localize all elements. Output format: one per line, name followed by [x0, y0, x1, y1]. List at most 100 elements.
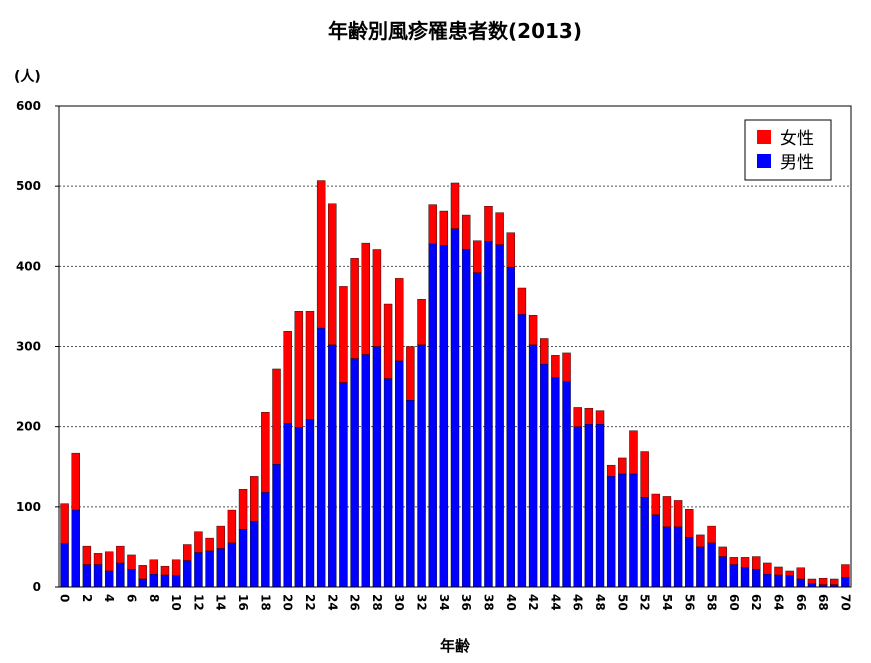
- x-tick-label: 10: [169, 594, 183, 611]
- bar-female-age-14: [216, 525, 225, 549]
- bar-female-age-57: [696, 534, 705, 548]
- x-tick-label: 28: [370, 594, 384, 611]
- x-tick-label: 0: [58, 594, 72, 602]
- bar-female-age-1: [71, 452, 80, 511]
- bar-male-age-64: [774, 574, 783, 588]
- bar-female-age-56: [685, 509, 694, 538]
- bar-male-age-16: [238, 529, 248, 588]
- bar-male-age-1: [71, 509, 80, 588]
- bar-female-age-20: [283, 331, 292, 424]
- bar-male-age-20: [283, 423, 292, 588]
- bar-female-age-15: [227, 509, 237, 544]
- x-tick-label: 16: [236, 594, 250, 611]
- bar-female-age-5: [116, 545, 125, 564]
- bar-female-age-70: [841, 564, 850, 578]
- x-tick-label: 44: [548, 594, 562, 611]
- x-tick-label: 54: [660, 594, 674, 611]
- bar-male-age-33: [428, 243, 437, 588]
- bar-female-age-6: [127, 554, 136, 570]
- bar-male-age-18: [261, 492, 270, 588]
- bar-male-age-8: [149, 573, 159, 588]
- bar-male-age-48: [595, 424, 605, 588]
- bar-female-age-53: [651, 493, 661, 516]
- x-tick-label: 26: [348, 594, 362, 611]
- bar-male-age-55: [673, 526, 683, 588]
- bar-female-age-26: [350, 258, 359, 359]
- x-tick-label: 50: [615, 594, 629, 611]
- bar-female-age-11: [183, 544, 192, 561]
- x-tick-label: 36: [459, 594, 473, 611]
- bar-male-age-30: [395, 360, 404, 588]
- bar-female-age-58: [707, 525, 716, 544]
- bar-female-age-61: [740, 557, 750, 568]
- bar-female-age-45: [562, 352, 571, 382]
- bar-male-age-61: [740, 567, 750, 588]
- bar-female-age-66: [796, 567, 806, 580]
- bar-female-age-37: [473, 240, 482, 273]
- bar-male-age-13: [205, 550, 214, 588]
- y-tick-label: 400: [16, 259, 41, 273]
- legend: 女性 男性: [744, 119, 832, 181]
- bar-female-age-23: [316, 180, 326, 329]
- x-tick-label: 32: [415, 594, 429, 611]
- bar-male-age-24: [328, 344, 337, 588]
- bar-female-age-48: [595, 410, 605, 425]
- x-tick-label: 18: [258, 594, 272, 611]
- bar-male-age-35: [450, 228, 460, 588]
- bar-female-age-63: [763, 562, 772, 575]
- bar-female-age-50: [618, 457, 627, 475]
- bar-male-age-34: [439, 245, 449, 588]
- legend-swatch-male: [757, 154, 771, 168]
- bar-male-age-32: [417, 344, 426, 588]
- bar-male-age-17: [249, 521, 259, 588]
- bar-male-age-25: [339, 382, 348, 588]
- x-axis-ticks: 0 2 4 6 8 10 12 14 16 18 20 22 24 26 28 30 32 34 36 38 40 42 4…: [58, 594, 853, 611]
- bar-female-age-51: [629, 430, 638, 475]
- bar-male-age-19: [272, 464, 281, 588]
- bar-female-age-13: [205, 537, 214, 552]
- bar-male-age-45: [562, 381, 571, 588]
- bar-female-age-18: [261, 412, 270, 493]
- bar-male-age-23: [316, 327, 326, 588]
- bar-female-age-16: [238, 489, 248, 530]
- bar-male-age-22: [305, 419, 315, 588]
- bar-female-age-24: [328, 203, 337, 346]
- x-tick-label: 14: [214, 594, 228, 611]
- bar-female-age-3: [93, 553, 103, 565]
- x-tick-label: 46: [571, 594, 585, 611]
- x-tick-label: 42: [526, 594, 540, 611]
- bar-male-age-27: [361, 354, 370, 588]
- bar-male-age-51: [629, 473, 638, 588]
- bar-female-age-21: [294, 311, 304, 428]
- bar-male-age-26: [350, 358, 359, 588]
- bar-female-age-60: [729, 557, 739, 565]
- x-tick-label: 58: [705, 594, 719, 611]
- bar-female-age-39: [495, 212, 504, 245]
- x-tick-label: 40: [504, 594, 518, 611]
- y-tick-label: 300: [16, 340, 41, 354]
- bar-male-age-42: [528, 344, 538, 588]
- bar-female-age-43: [540, 338, 549, 365]
- bar-female-age-29: [383, 303, 393, 379]
- bar-female-age-22: [305, 311, 315, 420]
- bar-female-age-42: [528, 315, 538, 346]
- bar-female-age-40: [506, 232, 515, 268]
- bar-male-age-60: [729, 564, 739, 588]
- bar-male-age-0: [60, 543, 69, 588]
- bar-female-age-62: [751, 556, 761, 570]
- x-tick-label: 38: [482, 594, 496, 611]
- bar-female-age-47: [584, 408, 594, 425]
- bar-male-age-62: [751, 569, 761, 588]
- x-tick-label: 8: [147, 594, 161, 602]
- bar-male-age-31: [406, 400, 415, 588]
- bar-female-age-19: [272, 368, 281, 465]
- bar-male-age-53: [651, 514, 661, 588]
- bar-female-age-12: [194, 531, 203, 553]
- x-tick-label: 70: [838, 594, 852, 611]
- bar-male-age-10: [171, 575, 181, 588]
- x-tick-label: 64: [772, 594, 786, 611]
- x-tick-label: 66: [794, 594, 808, 611]
- bar-female-age-44: [551, 355, 560, 378]
- bars: [60, 180, 850, 588]
